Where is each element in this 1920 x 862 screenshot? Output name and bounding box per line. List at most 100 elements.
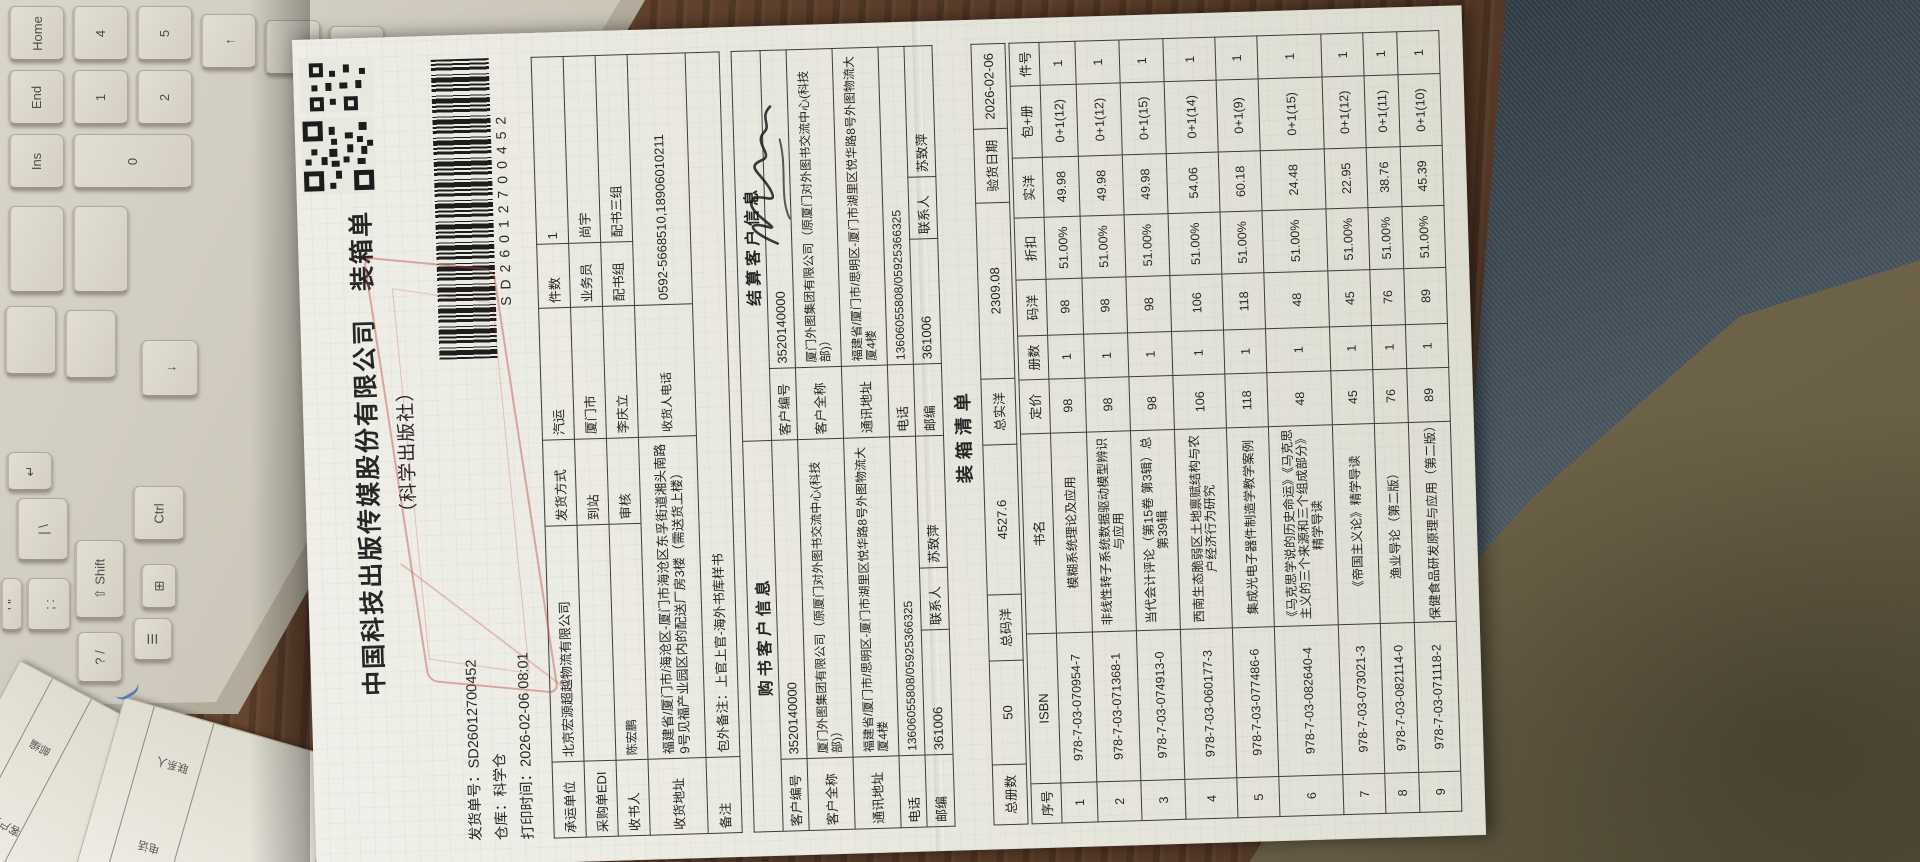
item-isbn: 978-7-03-073021-3 (1338, 623, 1385, 775)
dest-label: 到站 (574, 438, 610, 526)
item-qty: 1 (1047, 334, 1085, 380)
item-isbn: 978-7-03-074913-0 (1136, 629, 1185, 781)
settle-zip-label: 邮编 (913, 363, 944, 437)
col-isbn: ISBN (1026, 633, 1061, 784)
item-isbn: 978-7-03-077486-6 (1232, 626, 1279, 778)
col-box: 件号 (1008, 42, 1041, 87)
item-discount: 51.00% (1325, 207, 1370, 271)
item-qty: 1 (1223, 328, 1267, 374)
item-box: 1 (1074, 39, 1121, 85)
item-pack: 0+1(15) (1258, 76, 1325, 151)
keyboard-key-0: 0 (72, 134, 192, 190)
item-isbn: 978-7-03-082114-0 (1380, 622, 1419, 774)
total-list-value: 4527.6 (982, 444, 1022, 596)
item-net: 54.06 (1166, 152, 1221, 214)
item-box: 1 (1362, 31, 1399, 76)
item-no: 2 (1096, 780, 1143, 822)
agent-label: 业务员 (568, 242, 603, 308)
item-net: 22.95 (1324, 147, 1368, 209)
item-box: 1 (1396, 30, 1440, 75)
shipping-info-table: 承运单位 北京宏源超越物流有限公司 发货方式 汽运 件数 1 采购单EDI 到站… (531, 51, 743, 839)
item-price: 76 (1372, 368, 1409, 424)
keyboard-key-blank3 (4, 306, 56, 376)
items-table: 序号 ISBN 书名 定价 册数 码洋 折扣 实洋 包+册 件号 1 978-7-… (1008, 30, 1462, 824)
item-pack: 0+1(12) (1040, 84, 1079, 158)
receipt-label: 电话 (136, 837, 162, 856)
item-box: 1 (1256, 33, 1323, 79)
keyboard-key-question: ? / (76, 632, 122, 684)
item-net: 60.18 (1218, 150, 1262, 213)
item-box: 1 (1320, 32, 1365, 77)
item-isbn: 978-7-03-070954-7 (1056, 632, 1097, 784)
receipt-label: 客户全称 (0, 806, 23, 838)
ship-no-label: 发货单号： (466, 768, 485, 842)
keyboard-key-home: Home (8, 6, 64, 62)
settle-contact-label: 联系人 (907, 176, 938, 240)
item-qty: 1 (1371, 324, 1407, 370)
item-pack: 0+1(11) (1364, 74, 1401, 148)
keyboard-key-1: 1 (72, 70, 128, 126)
item-box: 1 (1214, 35, 1259, 81)
keyboard-key-win: ⊞ (140, 564, 176, 610)
carrier-label: 承运单位 (552, 761, 587, 839)
address-label: 收货地址 (647, 757, 709, 836)
item-qty: 1 (1405, 323, 1449, 369)
item-list: 76 (1369, 268, 1406, 326)
packing-list-document: 中国科技出版传媒股份有限公司 装箱单 （科学出版社） SD26012700452… (292, 5, 1487, 862)
keyboard-key-arrow-down: ↓ (140, 340, 198, 398)
settle-name-label: 客户全称 (795, 366, 844, 440)
auditor-label: 审核 (606, 437, 641, 525)
item-title: 当代会计评论（第15卷 第3辑）总第39辑 (1130, 429, 1181, 631)
keyboard-key-ctrl: Ctrl (132, 486, 184, 542)
warehouse-value: 科学仓 (492, 752, 510, 797)
settle-tel-label: 电话 (887, 364, 916, 437)
item-discount: 51.00% (1261, 208, 1328, 273)
receiver-label: 收书人 (616, 759, 651, 837)
item-discount: 51.00% (1367, 206, 1404, 270)
keyboard-key-enter: ↵ (6, 452, 52, 492)
item-no: 4 (1184, 777, 1238, 820)
item-qty: 1 (1265, 326, 1331, 373)
keyboard-key-5: 5 (136, 6, 192, 62)
item-discount: 51.00% (1401, 205, 1446, 269)
item-box: 1 (1038, 41, 1077, 86)
col-list: 码洋 (1015, 279, 1048, 337)
purchase-contact-value: 苏致萍 (915, 435, 948, 569)
item-price: 118 (1224, 372, 1269, 428)
item-qty: 1 (1127, 331, 1173, 377)
po-edi-label: 采购单EDI (584, 760, 619, 838)
keyboard-key-blank4 (64, 310, 116, 380)
item-title: 《帝国主义论》精学导读 (1332, 423, 1381, 625)
keyboard-key-ins: Ins (8, 134, 64, 190)
item-title: 非线性转子系统数据驱动模型辨识与应用 (1086, 430, 1137, 633)
keyboard-key-backslash: | \ (16, 498, 68, 562)
total-list-label: 总码洋 (987, 594, 1024, 662)
item-list: 118 (1221, 272, 1266, 330)
item-price: 98 (1084, 376, 1131, 433)
keyboard-key-blank2 (72, 206, 128, 294)
item-pack: 0+1(10) (1398, 73, 1443, 147)
phone-label: 收货人电话 (634, 303, 697, 438)
settle-code-label: 客户编号 (769, 367, 798, 441)
col-pack: 包+册 (1010, 85, 1043, 159)
purchase-code-label: 客户编号 (781, 758, 810, 832)
keyboard-key-quote: ' " (0, 578, 22, 632)
item-no: 8 (1384, 772, 1420, 814)
item-title: 模糊系统理论及应用 (1050, 432, 1093, 634)
item-no: 3 (1140, 779, 1187, 821)
group-label: 配书组 (600, 241, 635, 307)
item-price: 89 (1406, 367, 1451, 423)
item-pack: 0+1(12) (1322, 75, 1367, 149)
item-price: 106 (1172, 373, 1227, 430)
item-net: 38.76 (1366, 146, 1402, 208)
item-price: 45 (1330, 369, 1375, 425)
keyboard-key-shift: ⇧ Shift (74, 540, 124, 620)
purchase-addr-label: 通讯地址 (853, 755, 902, 830)
print-time-label: 打印时间： (518, 766, 537, 840)
check-date-value: 2026-02-06 (970, 43, 1008, 130)
total-qty-label: 总册数 (992, 764, 1029, 826)
item-no: 1 (1060, 781, 1099, 823)
qr-code-icon (300, 117, 377, 194)
settle-zip-value: 361006 (909, 238, 942, 365)
